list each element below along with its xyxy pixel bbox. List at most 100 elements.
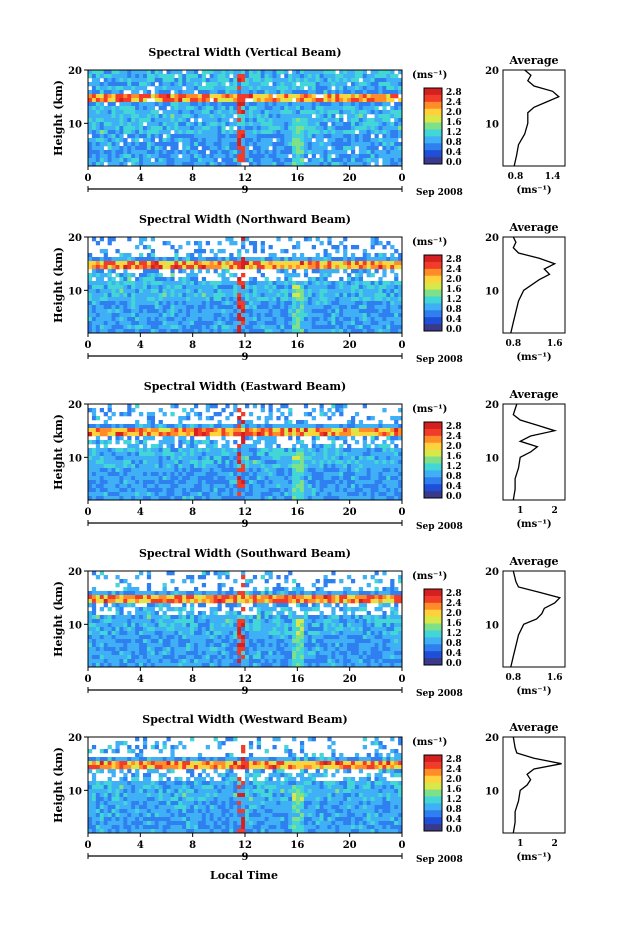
heatmap-cell bbox=[264, 444, 269, 449]
heatmap-cell bbox=[193, 126, 199, 131]
heatmap-cell bbox=[350, 146, 356, 151]
heatmap-cell bbox=[205, 106, 210, 111]
heatmap-cell bbox=[111, 301, 116, 306]
heatmap-cell bbox=[174, 265, 179, 270]
heatmap-cell bbox=[315, 305, 320, 310]
heatmap-cell bbox=[394, 94, 399, 99]
heatmap-cell bbox=[331, 436, 336, 441]
heatmap-cell bbox=[170, 285, 175, 290]
heatmap-cell bbox=[339, 90, 344, 95]
heatmap-cell bbox=[268, 460, 273, 465]
heatmap-cell bbox=[268, 484, 273, 489]
heatmap-cell bbox=[119, 281, 124, 286]
heatmap-cell bbox=[197, 122, 203, 127]
heatmap-cell bbox=[154, 492, 159, 497]
heatmap-cell bbox=[182, 460, 187, 465]
heatmap-cell bbox=[95, 313, 101, 318]
heatmap-cell bbox=[272, 90, 277, 95]
heatmap-cell bbox=[193, 297, 199, 302]
heatmap-cell bbox=[158, 257, 163, 262]
heatmap-cell bbox=[347, 289, 352, 294]
heatmap-cell bbox=[182, 90, 187, 95]
heatmap-cell bbox=[284, 154, 289, 159]
heatmap-cell bbox=[170, 102, 175, 107]
heatmap-cell bbox=[272, 253, 277, 258]
heatmap-cell bbox=[370, 122, 375, 127]
heatmap-cell bbox=[146, 448, 152, 453]
heatmap-cell bbox=[299, 78, 305, 83]
heatmap-cell bbox=[237, 492, 242, 497]
heatmap-cell bbox=[241, 412, 246, 417]
heatmap-cell bbox=[284, 293, 289, 298]
heatmap-cell bbox=[260, 452, 265, 457]
heatmap-cell bbox=[335, 138, 340, 143]
heatmap-cell bbox=[174, 249, 179, 254]
heatmap-cell bbox=[272, 452, 277, 457]
heatmap-cell bbox=[292, 468, 297, 473]
heatmap-cell bbox=[225, 305, 230, 310]
heatmap-cell bbox=[252, 110, 258, 115]
heatmap-cell bbox=[217, 118, 222, 123]
heatmap-cell bbox=[233, 86, 238, 91]
heatmap-cell bbox=[174, 289, 179, 294]
heatmap-cell bbox=[245, 480, 250, 485]
heatmap-cell bbox=[217, 309, 222, 314]
heatmap-cell bbox=[319, 134, 324, 139]
heatmap-cell bbox=[296, 325, 301, 330]
heatmap-cell bbox=[335, 408, 340, 413]
heatmap-cell bbox=[241, 86, 246, 91]
heatmap-cell bbox=[331, 472, 336, 477]
heatmap-cell bbox=[331, 78, 336, 83]
heatmap-cell bbox=[366, 106, 371, 111]
heatmap-cell bbox=[229, 412, 234, 417]
heatmap-cell bbox=[343, 321, 348, 326]
heatmap-cell bbox=[358, 293, 364, 298]
heatmap-cell bbox=[197, 472, 203, 477]
heatmap-cell bbox=[182, 257, 187, 262]
heatmap-cell bbox=[237, 329, 242, 334]
heatmap-cell bbox=[264, 98, 269, 103]
heatmap-cell bbox=[327, 329, 332, 334]
heatmap-cell bbox=[162, 257, 167, 262]
heatmap-cell bbox=[127, 98, 132, 103]
heatmap-cell bbox=[362, 289, 367, 294]
heatmap-cell bbox=[307, 134, 313, 139]
heatmap-cell bbox=[347, 273, 352, 278]
heatmap-cell bbox=[166, 94, 171, 99]
heatmap-cell bbox=[190, 329, 195, 334]
heatmap-cell bbox=[350, 253, 356, 258]
heatmap-cell bbox=[182, 484, 187, 489]
heatmap-cell bbox=[166, 257, 171, 262]
heatmap-cell bbox=[398, 424, 403, 429]
heatmap-cell bbox=[142, 261, 148, 266]
heatmap-cell bbox=[115, 468, 120, 473]
heatmap-cell bbox=[193, 273, 199, 278]
heatmap-cell bbox=[343, 484, 348, 489]
heatmap-cell bbox=[362, 134, 367, 139]
heatmap-cell bbox=[123, 297, 128, 302]
heatmap-cell bbox=[347, 309, 352, 314]
heatmap-cell bbox=[91, 488, 97, 493]
heatmap-cell bbox=[386, 110, 391, 115]
heatmap-cell bbox=[319, 90, 324, 95]
average-x-tick-label: 1.4 bbox=[545, 172, 561, 182]
heatmap-cell bbox=[362, 317, 367, 322]
heatmap-cell bbox=[178, 293, 183, 298]
heatmap-cell bbox=[217, 150, 222, 155]
heatmap-cell bbox=[115, 261, 120, 266]
heatmap-cell bbox=[225, 86, 230, 91]
heatmap-cell bbox=[205, 146, 210, 151]
heatmap-cell bbox=[205, 329, 210, 334]
heatmap-cell bbox=[370, 74, 375, 79]
heatmap-cell bbox=[190, 468, 195, 473]
heatmap-cell bbox=[390, 416, 395, 421]
heatmap-cell bbox=[107, 456, 112, 461]
heatmap-cell bbox=[362, 305, 367, 310]
heatmap-cell bbox=[99, 321, 104, 326]
heatmap-cell bbox=[146, 122, 152, 127]
heatmap-cell bbox=[272, 313, 277, 318]
heatmap-cell bbox=[154, 273, 159, 278]
heatmap-cell bbox=[237, 488, 242, 493]
heatmap-cell bbox=[343, 492, 348, 497]
heatmap-cell bbox=[127, 130, 132, 135]
